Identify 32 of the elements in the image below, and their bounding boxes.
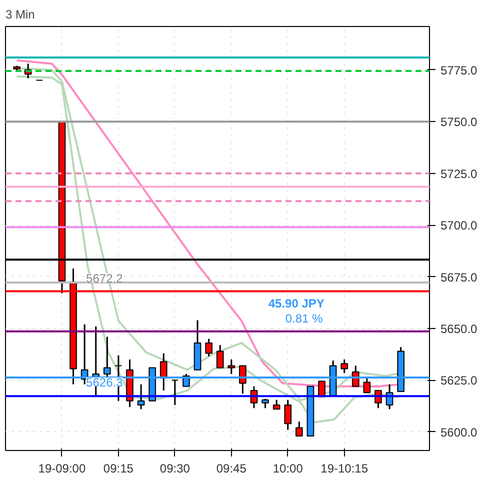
candlestick [171,379,179,406]
candlestick [239,364,246,394]
ref-line-label: 5672.2 [86,272,124,286]
candlestick [216,344,224,369]
candlestick [296,420,303,437]
y-tick-label: 5725.0 [440,166,478,181]
annotation: 0.81 % [285,311,324,326]
candlestick [363,376,371,394]
candlestick [160,352,168,392]
candlestick [137,384,145,410]
y-tick-label: 5625.0 [440,374,478,388]
y-tick-label: 5650.0 [440,322,478,336]
x-tick-label: 10:00 [272,462,304,476]
candlestick [228,358,236,375]
candlestick [340,358,348,374]
x-tick-label: 09:30 [160,462,190,476]
y-tick-label: 5775.0 [440,63,478,78]
chart-title: 3 Min [6,8,35,22]
y-tick-label: 5750.0 [440,115,478,130]
candlestick [272,399,280,410]
y-tick-label: 5675.0 [440,270,478,284]
candlestick [205,338,212,358]
annotation: 45.90 JPY [268,296,324,311]
x-tick-label: 09:45 [216,462,247,476]
candlestick [284,399,292,431]
candlestick [262,398,269,409]
x-tick-label: 19-09:00 [38,462,86,476]
ref-line-label: 5626.3 [86,375,124,390]
y-tick-label: 5700.0 [440,218,478,233]
y-tick-label: 5600.0 [440,425,478,440]
x-tick-label: 19-10:15 [320,462,368,476]
x-tick-label: 09:15 [103,462,134,476]
